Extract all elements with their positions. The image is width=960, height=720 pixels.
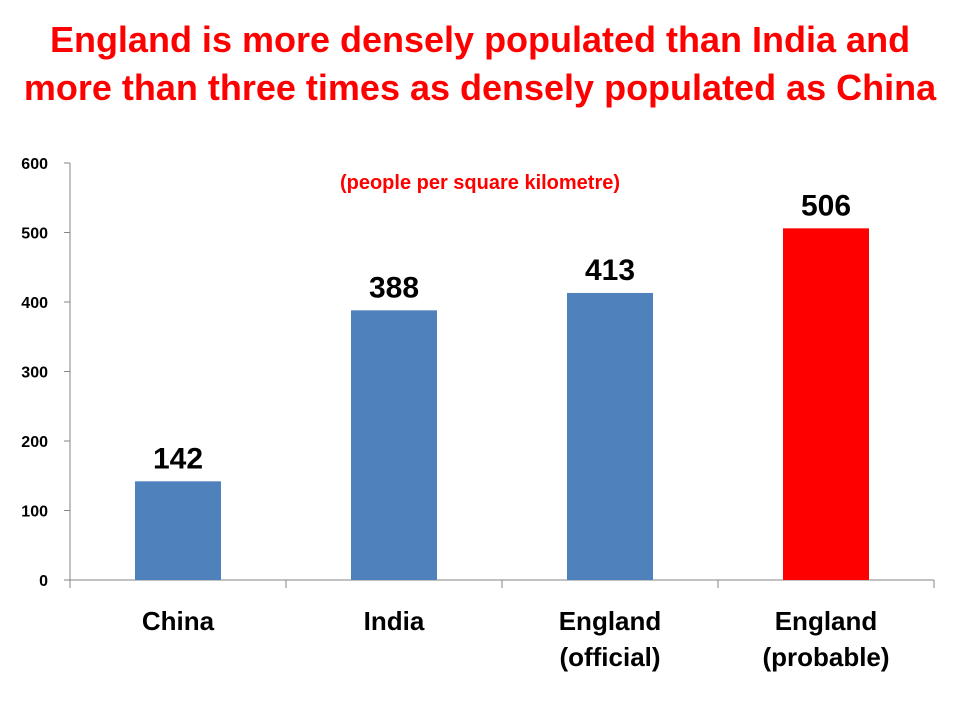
y-tick-label: 500 [21, 226, 48, 243]
chart-subtitle: (people per square kilometre) [339, 172, 621, 194]
bar-3 [783, 228, 869, 580]
x-tick-label-2: England [559, 606, 662, 636]
x-tick-label-0: China [142, 606, 215, 636]
chart-title: England is more densely populated than I… [23, 19, 937, 108]
y-tick-label: 200 [21, 434, 48, 451]
y-tick-label: 300 [21, 365, 48, 382]
x-tick-label-2: (official) [559, 642, 660, 672]
y-tick-label: 100 [21, 504, 48, 521]
x-tick-label-3: England [775, 606, 878, 636]
chart-labels: 0 100 200 300 400 500 600 142 China 388 India 413 En… [21, 156, 889, 672]
y-tick-label: 400 [21, 295, 48, 312]
y-tick-label: 0 [39, 573, 48, 590]
x-tick-label-1: India [364, 606, 425, 636]
y-tick-label: 600 [21, 156, 48, 173]
data-label-3: 506 [801, 189, 851, 222]
data-label-0: 142 [153, 442, 203, 475]
bar-2 [567, 292, 653, 580]
data-label-2: 413 [585, 254, 635, 287]
data-label-1: 388 [369, 271, 419, 304]
bar-0 [135, 481, 221, 580]
bar-1 [351, 310, 437, 580]
chart-bars [135, 228, 869, 580]
x-tick-label-3: (probable) [762, 642, 889, 672]
